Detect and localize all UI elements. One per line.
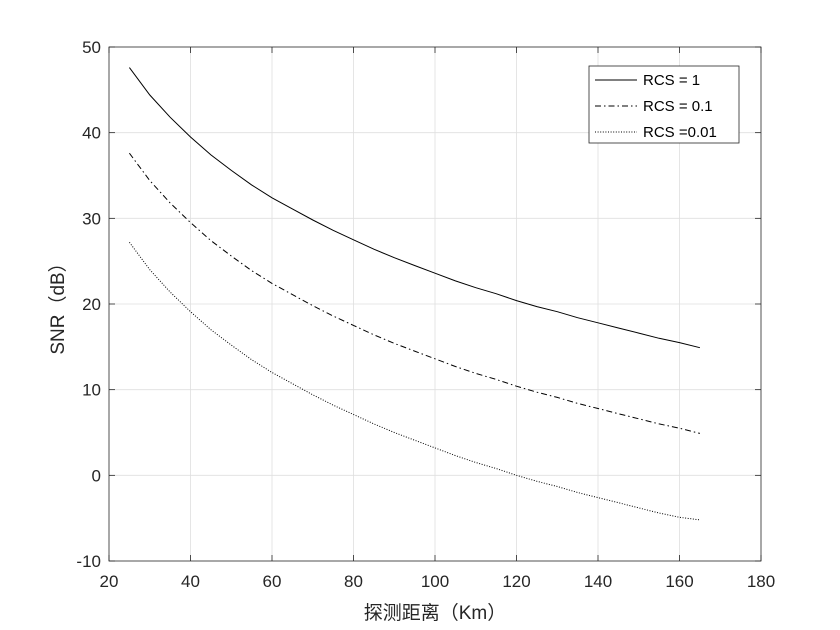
- y-axis-label: SNR（dB）: [47, 253, 69, 354]
- legend-label-3: RCS =0.01: [643, 124, 717, 141]
- series-line-3: [128, 242, 700, 521]
- y-tick-label: -10: [76, 552, 101, 571]
- legend-label-1: RCS = 1: [643, 72, 700, 89]
- y-tick-label: 30: [82, 209, 101, 228]
- y-tick-label: 20: [82, 295, 101, 314]
- x-tick-label: 120: [502, 572, 530, 591]
- legend: RCS = 1 RCS = 0.1 RCS =0.01: [588, 65, 740, 144]
- x-tick-label: 180: [747, 572, 775, 591]
- series-line-2: [128, 152, 701, 434]
- series-line-1: [128, 67, 701, 349]
- y-tick-label: 40: [82, 124, 101, 143]
- x-tick-label: 20: [100, 572, 119, 591]
- x-tick-label: 80: [344, 572, 363, 591]
- series-group: [128, 67, 701, 521]
- y-tick-label: 10: [82, 381, 101, 400]
- legend-label-2: RCS = 0.1: [643, 98, 713, 115]
- x-tick-label: 160: [665, 572, 693, 591]
- x-tick-label: 100: [421, 572, 449, 591]
- y-tick-label: 50: [82, 38, 101, 57]
- x-tick-label: 40: [181, 572, 200, 591]
- x-tick-label: 140: [584, 572, 612, 591]
- y-tick-label: 0: [92, 466, 101, 485]
- x-tick-label: 60: [263, 572, 282, 591]
- x-axis-label: 探测距离（Km）: [364, 602, 507, 624]
- legend-box: [588, 65, 740, 144]
- ticks: [108, 46, 762, 562]
- tick-labels: 20 40 60 80 100 120 140 160 180 -10 0 10 20 30 40 50: [76, 38, 775, 591]
